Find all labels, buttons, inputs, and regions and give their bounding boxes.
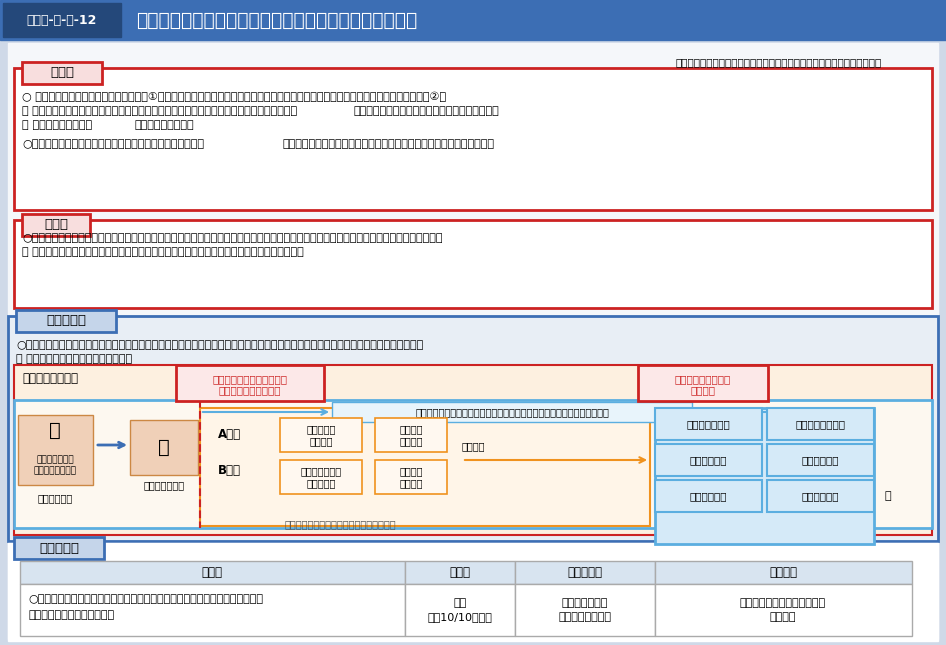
Text: 🖥: 🖥 [158, 437, 170, 457]
Text: 入力された情報より、必要に応じて、自治体から家庭へアプローチを図る: 入力された情報より、必要に応じて、自治体から家庭へアプローチを図る [415, 407, 609, 417]
Text: 情報共有: 情報共有 [462, 441, 485, 451]
Bar [767, 444, 874, 476]
Text: 制度・担当窓口の案内: 制度・担当窓口の案内 [219, 385, 281, 395]
Text: 令和２年度第３次補正予算：４．０億円（母子家庭等対策総合支援事業）: 令和２年度第３次補正予算：４．０億円（母子家庭等対策総合支援事業） [675, 57, 882, 67]
Bar [655, 480, 762, 512]
Bar [22, 62, 102, 84]
Text: 経済的支援: 経済的支援 [307, 424, 336, 434]
Text: （委託先団体を含む。）: （委託先団体を含む。） [28, 610, 114, 620]
Text: 情報入力・相談: 情報入力・相談 [36, 455, 74, 464]
Text: チャットボット: チャットボット [144, 480, 184, 490]
Bar [130, 420, 198, 475]
Bar [22, 214, 90, 236]
Bar [20, 584, 405, 636]
Bar [14, 400, 932, 528]
Text: 就業支援: 就業支援 [399, 424, 423, 434]
Text: ひとり親家庭が数々ある制度にたどりつくことが: ひとり親家庭が数々ある制度にたどりつくことが [353, 106, 499, 116]
Text: できているかが課題: できているかが課題 [22, 120, 92, 130]
Bar [8, 543, 938, 641]
Text: プ相談体制の構築・強化をモデル的に実施し、その取組の横展開を図ることを目的とする。: プ相談体制の構築・強化をモデル的に実施し、その取組の横展開を図ることを目的とする… [22, 247, 304, 257]
Text: 補助基準額: 補助基準額 [568, 566, 603, 579]
Text: 住居確保: 住居確保 [399, 466, 423, 476]
Bar [200, 408, 650, 526]
Bar [515, 561, 655, 584]
Bar [280, 460, 362, 494]
Bar [405, 584, 515, 636]
Bar [8, 316, 938, 541]
Text: 入力された情報を共同クラウドにより共有: 入力された情報を共同クラウドにより共有 [284, 519, 395, 529]
Text: 教育関係部署: 教育関係部署 [690, 491, 727, 501]
Bar [176, 365, 324, 401]
Text: ○ ひとり親家庭に対する支援について、①地方公共団体における窓口が統一されておらず、各種制度をよく知る人も希少であること、②多: ○ ひとり親家庭に対する支援について、①地方公共団体における窓口が統一されておら… [22, 92, 447, 103]
Text: を始めとした相談機能強化を図る。: を始めとした相談機能強化を図る。 [16, 354, 132, 364]
Text: 情報共有: 情報共有 [691, 385, 715, 395]
Bar [767, 408, 874, 440]
Text: 支援の内容: 支援の内容 [46, 315, 86, 328]
Bar [16, 310, 116, 332]
Text: 定額
（国10/10相当）: 定額 （国10/10相当） [428, 598, 493, 622]
Text: ひとり親家庭等に対するワンストップ相談体制強化事業: ひとり親家庭等に対するワンストップ相談体制強化事業 [136, 10, 417, 30]
Bar [3, 3, 121, 37]
Bar [375, 460, 447, 494]
Text: 援の必要性: 援の必要性 [307, 478, 336, 488]
Bar [655, 408, 874, 544]
Bar [14, 365, 932, 535]
Bar [405, 561, 515, 584]
Bar [332, 402, 692, 422]
Bar [18, 415, 93, 485]
Text: 都道府県、市及び福祉事務所
設置町村: 都道府県、市及び福祉事務所 設置町村 [740, 598, 826, 622]
Text: 子育て・生活支: 子育て・生活支 [301, 466, 342, 476]
Bar [655, 561, 912, 584]
Bar [655, 408, 762, 440]
Text: 生活困窮部署: 生活困窮部署 [690, 455, 727, 465]
Bar [0, 0, 946, 40]
Bar [655, 584, 912, 636]
Text: ＩＴ機器等を活用したひとり親のワンストップ相談体制の強化が必須。: ＩＴ機器等を活用したひとり親のワンストップ相談体制の強化が必須。 [282, 139, 494, 149]
Bar [14, 220, 932, 308]
Text: 対　象: 対 象 [201, 566, 222, 579]
Text: 共同クラウドによる: 共同クラウドによる [674, 374, 731, 384]
Text: 労働関係部局: 労働関係部局 [801, 491, 839, 501]
Bar [638, 365, 768, 401]
Bar [767, 480, 874, 512]
Text: 住宅関係部署: 住宅関係部署 [801, 455, 839, 465]
Text: の必要性: の必要性 [399, 478, 423, 488]
Text: となっているところ: となっているところ [134, 120, 194, 130]
Text: 背　景: 背 景 [50, 66, 74, 79]
Bar [375, 418, 447, 452]
Text: 📱: 📱 [49, 421, 61, 439]
Text: ○　ひとり親家庭が必要な支援に繋がり、自立に向けた適切な支援を受けられるよう、ＩＴ機器等の活用を始めとしたひとり親のワンストッ: ○ ひとり親家庭が必要な支援に繋がり、自立に向けた適切な支援を受けられるよう、Ｉ… [22, 233, 443, 243]
Text: 目　的: 目 的 [44, 219, 68, 232]
Text: 補助単価等: 補助単価等 [39, 542, 79, 555]
Text: 図表１-２-４-12: 図表１-２-４-12 [26, 14, 97, 26]
Text: ○　チャットボットによる相談への自動応答や支援制度・担当窓口の案内、関係部署との情報共有システムの構築など、ＩＴ機器の活用: ○ チャットボットによる相談への自動応答や支援制度・担当窓口の案内、関係部署との… [16, 340, 423, 350]
Text: A家庭: A家庭 [218, 428, 241, 441]
Text: ひとり親家庭: ひとり親家庭 [38, 493, 73, 503]
Text: 実施主体: 実施主体 [769, 566, 797, 579]
Text: 〈事業イメージ〉: 〈事業イメージ〉 [22, 372, 78, 385]
Text: 等: 等 [884, 491, 890, 501]
Bar [515, 584, 655, 636]
Bar [280, 418, 362, 452]
Text: 補助率: 補助率 [449, 566, 470, 579]
Bar [20, 561, 405, 584]
Text: １自治体あたり
８０，０００千円: １自治体あたり ８０，０００千円 [558, 598, 611, 622]
Bar [655, 444, 762, 476]
Text: 支援施策等の案内: 支援施策等の案内 [33, 466, 77, 475]
Text: ○　ひとり親家庭等に対するワンストップ相談体制強化事業を実施する自治体: ○ ひとり親家庭等に対するワンストップ相談体制強化事業を実施する自治体 [28, 594, 263, 604]
Text: の必要性: の必要性 [309, 436, 333, 446]
Text: ○　母子・父子自立支援員等、職員配置の拡充が難しい中、: ○ 母子・父子自立支援員等、職員配置の拡充が難しい中、 [22, 139, 204, 149]
Text: B家庭: B家庭 [218, 464, 241, 477]
Bar [14, 537, 104, 559]
Bar [14, 68, 932, 210]
Text: 子育て支援部署: 子育て支援部署 [686, 419, 730, 429]
Text: 様な状況に応じた様々な制度が用意されるも、実際の活用にはハードルがあることから、: 様な状況に応じた様々な制度が用意されるも、実際の活用にはハードルがあることから、 [22, 106, 297, 116]
Text: チャットボットによる支援: チャットボットによる支援 [213, 374, 288, 384]
Text: ひとり親支援部署: ひとり親支援部署 [795, 419, 845, 429]
Text: の必要性: の必要性 [399, 436, 423, 446]
